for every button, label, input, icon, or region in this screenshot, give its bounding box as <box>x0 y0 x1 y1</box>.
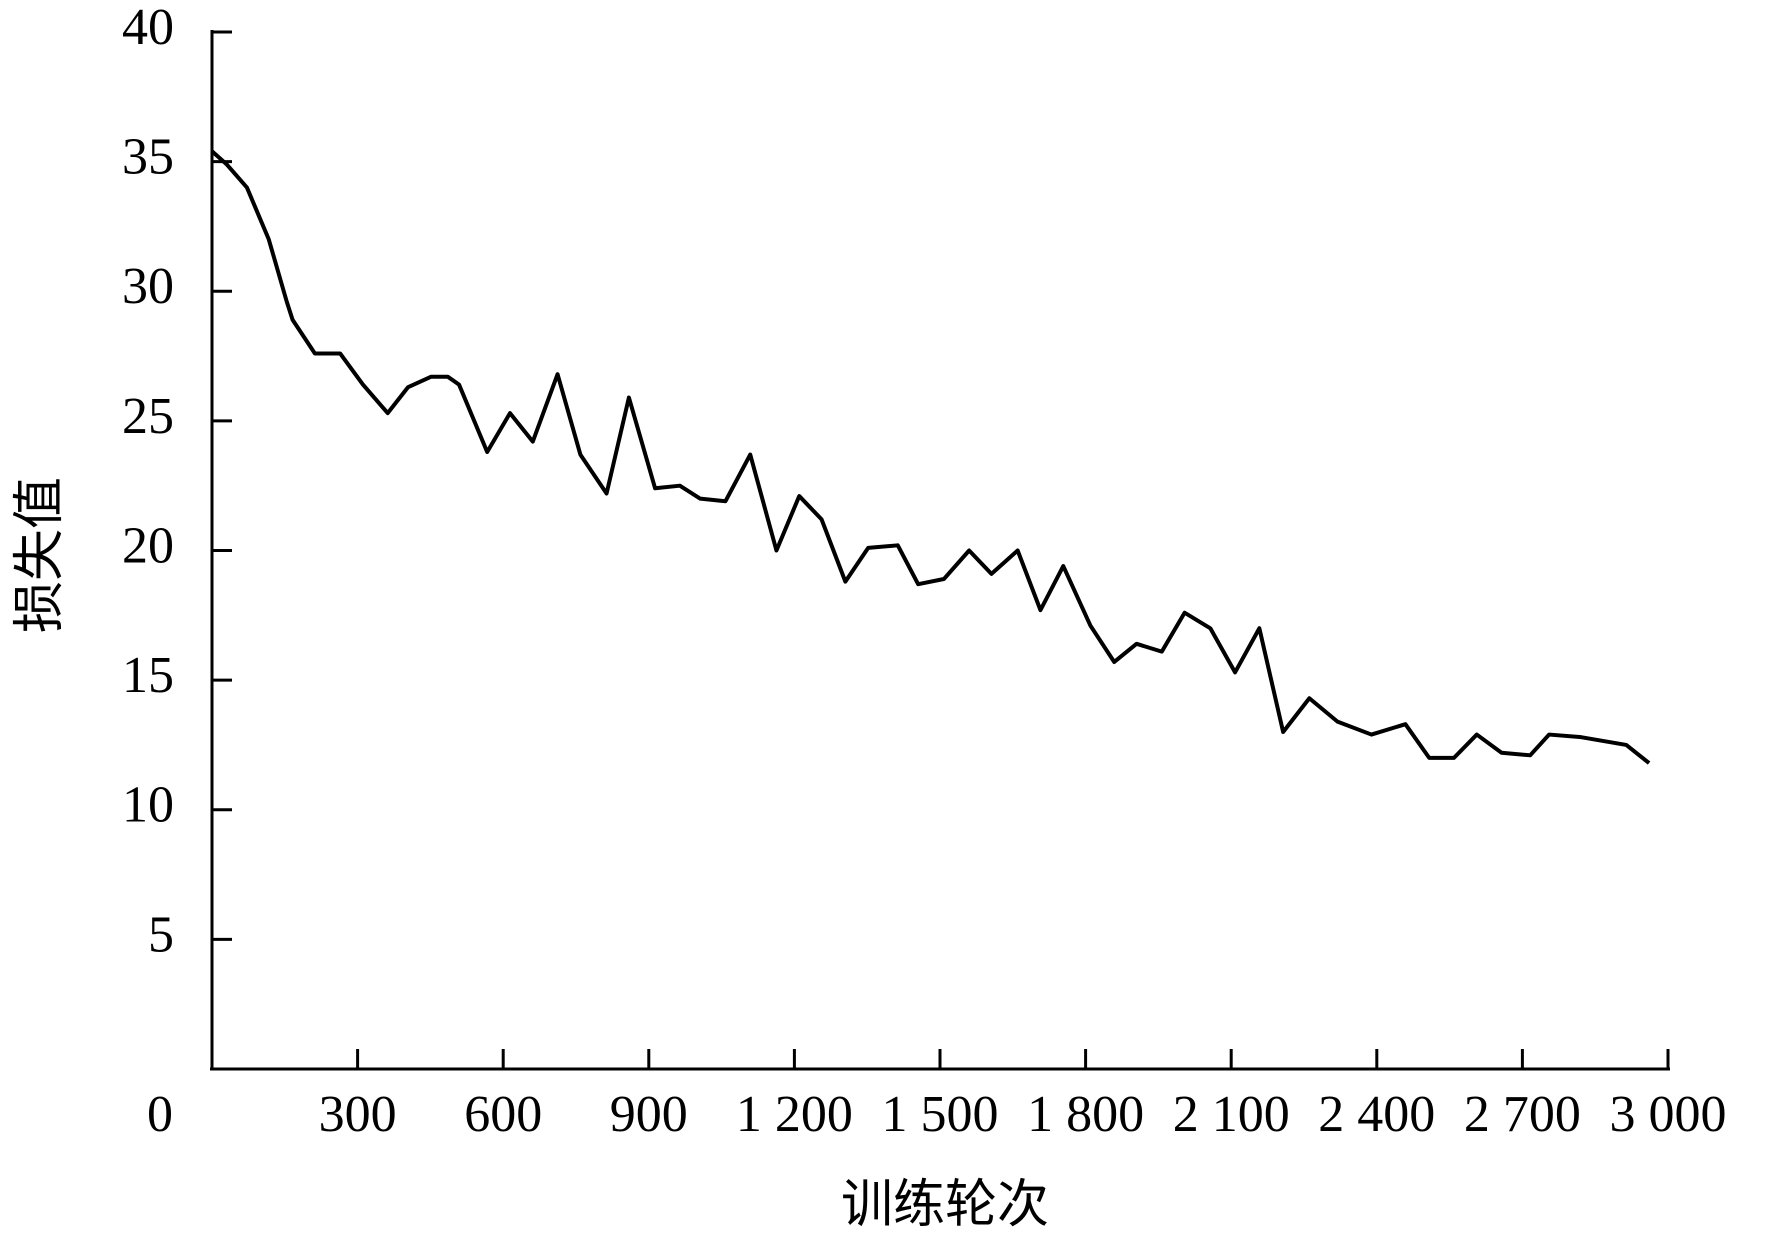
y-axis-label: 损失值 <box>12 477 69 633</box>
x-tick-label: 1 200 <box>736 1086 853 1143</box>
y-tick-label: 15 <box>122 647 174 704</box>
x-tick-label: 600 <box>464 1086 542 1143</box>
x-tick-label: 2 100 <box>1173 1086 1290 1143</box>
x-tick-label: 2 700 <box>1464 1086 1581 1143</box>
x-tick-label: 2 400 <box>1318 1086 1435 1143</box>
x-tick-label: 900 <box>610 1086 688 1143</box>
x-tick-label: 0 <box>147 1086 173 1143</box>
line-series <box>210 149 1651 765</box>
y-tick-label: 20 <box>122 517 174 574</box>
x-tick-label: 1 500 <box>882 1086 999 1143</box>
x-tick-label: 1 800 <box>1027 1086 1144 1143</box>
x-tick-label: 300 <box>319 1086 397 1143</box>
y-tick-label: 40 <box>122 0 174 56</box>
y-tick-label: 10 <box>122 777 174 834</box>
y-tick-label: 30 <box>122 258 174 315</box>
x-axis-label: 训练轮次 <box>841 1177 1049 1234</box>
x-tick-label: 3 000 <box>1610 1086 1727 1143</box>
y-tick-label: 5 <box>148 906 174 963</box>
y-tick-label: 35 <box>122 129 174 186</box>
y-tick-label: 25 <box>122 388 174 445</box>
